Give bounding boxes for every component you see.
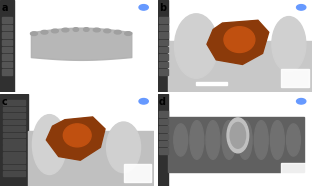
Bar (158, 94, 168, 186)
Bar (159, 17, 168, 23)
Bar (159, 148, 168, 154)
Bar (3, 145, 25, 150)
Ellipse shape (32, 115, 66, 174)
Text: d: d (159, 97, 166, 107)
Ellipse shape (114, 30, 121, 34)
Ellipse shape (254, 121, 268, 159)
Bar (159, 47, 168, 52)
Bar (2, 62, 12, 67)
Bar (0, 94, 28, 186)
Bar (127, 71, 151, 87)
Ellipse shape (230, 122, 246, 148)
Ellipse shape (272, 17, 306, 72)
Ellipse shape (93, 28, 100, 32)
Bar (281, 69, 309, 87)
Ellipse shape (107, 122, 140, 173)
Bar (3, 133, 25, 137)
Polygon shape (46, 117, 105, 160)
Bar (28, 131, 154, 186)
Ellipse shape (104, 29, 111, 33)
Ellipse shape (224, 27, 255, 52)
Bar (2, 25, 12, 30)
Text: a: a (2, 3, 8, 13)
Ellipse shape (271, 121, 284, 159)
Ellipse shape (190, 121, 204, 159)
Ellipse shape (63, 124, 91, 147)
Text: b: b (159, 3, 166, 13)
Ellipse shape (41, 30, 48, 34)
Ellipse shape (238, 121, 252, 159)
Ellipse shape (125, 32, 132, 35)
Bar (159, 25, 168, 30)
Text: c: c (2, 97, 7, 107)
Bar (3, 120, 25, 124)
Bar (2, 40, 12, 45)
Bar (159, 40, 168, 45)
Bar (3, 100, 25, 105)
Bar (124, 164, 151, 182)
Ellipse shape (222, 121, 236, 159)
Bar (281, 163, 309, 181)
Bar (2, 54, 12, 60)
Bar (159, 126, 168, 132)
Ellipse shape (73, 28, 79, 31)
Ellipse shape (206, 121, 220, 159)
Bar (159, 119, 168, 124)
Bar (2, 17, 12, 23)
Bar (3, 158, 25, 163)
Circle shape (139, 5, 148, 10)
Bar (2, 47, 12, 52)
Bar (3, 171, 25, 176)
Bar (3, 165, 25, 169)
Circle shape (296, 99, 306, 104)
Bar (158, 0, 168, 92)
Ellipse shape (31, 32, 37, 36)
Bar (3, 139, 25, 144)
Bar (159, 62, 168, 67)
Bar (2, 32, 12, 38)
Ellipse shape (62, 28, 69, 32)
Bar (159, 141, 168, 146)
Bar (2, 69, 12, 75)
Ellipse shape (174, 14, 218, 78)
Bar (159, 32, 168, 38)
Polygon shape (207, 20, 269, 65)
Bar (0, 0, 14, 92)
Ellipse shape (174, 124, 188, 156)
Bar (3, 152, 25, 157)
Bar (3, 107, 25, 111)
Bar (3, 126, 25, 131)
Bar (168, 117, 304, 172)
Bar (159, 54, 168, 60)
Circle shape (139, 99, 148, 104)
Bar (3, 113, 25, 118)
Circle shape (296, 5, 306, 10)
Ellipse shape (227, 118, 249, 153)
Ellipse shape (84, 28, 89, 31)
Bar (159, 134, 168, 139)
Bar (159, 69, 168, 75)
Bar (159, 111, 168, 117)
Ellipse shape (51, 29, 58, 33)
Bar (196, 82, 227, 85)
Ellipse shape (286, 124, 300, 156)
Bar (168, 41, 312, 92)
